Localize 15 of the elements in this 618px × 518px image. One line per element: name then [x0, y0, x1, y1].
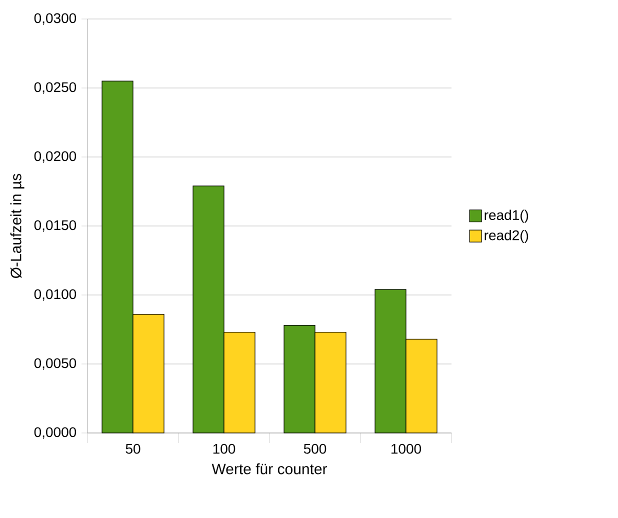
x-tick-label: 100 — [213, 444, 236, 454]
y-tick-label: 0,0100 — [34, 289, 76, 301]
y-tick-label: 0,0000 — [34, 427, 76, 439]
x-tick-label: 1000 — [391, 444, 422, 454]
y-tick-label: 0,0250 — [34, 82, 76, 94]
y-axis-title: Ø-Laufzeit in µs — [10, 174, 24, 278]
y-tick-label: 0,0200 — [34, 151, 76, 163]
y-tick-label: 0,0300 — [34, 13, 76, 25]
legend-label: read1() — [484, 210, 528, 223]
x-tick-label: 500 — [304, 444, 326, 454]
legend-label: read2() — [484, 230, 528, 244]
y-tick-label: 0,0150 — [34, 220, 76, 232]
x-tick-label: 50 — [126, 444, 140, 454]
y-tick-label: 0,0050 — [34, 358, 76, 370]
x-axis-title: Werte für counter — [212, 463, 328, 474]
